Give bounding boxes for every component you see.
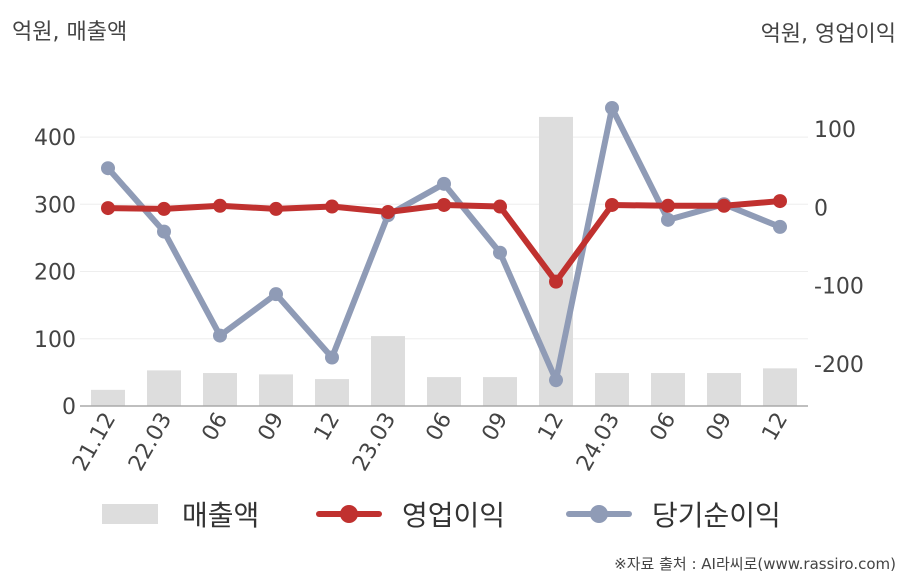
operating-profit-point [269, 201, 283, 216]
legend-net-income-swatch [566, 504, 632, 524]
x-tick-label: 22.03 [124, 409, 177, 476]
revenue-bar [371, 336, 405, 406]
net-income-point [773, 219, 787, 234]
left-axis-unit: 억원, 매출액 [12, 20, 128, 45]
right-axis-unit: 억원, 영업이익 [760, 22, 896, 47]
net-income-point [157, 224, 171, 239]
net-income-point [101, 161, 115, 176]
revenue-bar [707, 373, 741, 406]
left-tick-label: 100 [34, 328, 76, 353]
left-tick-label: 300 [34, 193, 76, 218]
revenue-bar [259, 374, 293, 406]
operating-profit-point [101, 201, 115, 216]
revenue-bar [763, 368, 797, 406]
net-income-point [661, 212, 675, 227]
x-tick-label: 06 [422, 409, 458, 446]
x-tick-label: 06 [646, 409, 682, 446]
operating-profit-point [773, 194, 787, 209]
legend-operating-profit-swatch [316, 504, 382, 524]
net-income-point [269, 287, 283, 302]
legend-net-income-label: 당기순이익 [652, 499, 781, 532]
x-tick-label: 23.03 [348, 409, 401, 476]
net-income-series [101, 100, 787, 388]
operating-profit-point [661, 198, 675, 213]
operating-profit-point [157, 201, 171, 216]
left-tick-label: 400 [34, 126, 76, 151]
revenue-bar [91, 389, 125, 406]
right-tick-label: -100 [814, 275, 864, 300]
revenue-bar [483, 377, 517, 406]
left-tick-label: 0 [62, 395, 76, 420]
right-tick-label: -200 [814, 353, 864, 378]
x-tick-label: 12 [758, 409, 794, 446]
x-tick-label: 09 [478, 409, 514, 446]
right-tick-label: 0 [814, 196, 828, 221]
operating-profit-point [717, 198, 731, 213]
legend-revenue-swatch [102, 504, 158, 524]
operating-profit-series [101, 194, 787, 289]
revenue-bar [651, 373, 685, 406]
revenue-bar [147, 370, 181, 406]
operating-profit-point [213, 198, 227, 213]
chart: 0 100 200 300 400 -200 -100 0 100 21.12 22.03 06 09… [34, 100, 864, 476]
x-tick-label: 09 [702, 409, 738, 446]
axes: 0 100 200 300 400 -200 -100 0 100 [34, 118, 864, 420]
x-tick-label: 12 [310, 409, 346, 446]
net-income-point [493, 245, 507, 260]
net-income-point [325, 350, 339, 365]
x-tick-label: 09 [254, 409, 290, 446]
operating-profit-line [105, 198, 783, 285]
legend-operating-profit-label: 영업이익 [402, 499, 506, 532]
revenue-bar [427, 377, 461, 406]
revenue-bar [315, 379, 349, 406]
net-income-point [549, 373, 563, 388]
operating-profit-point [549, 274, 563, 289]
operating-profit-point [493, 199, 507, 214]
left-tick-label: 200 [34, 261, 76, 286]
x-tick-label: 12 [534, 409, 570, 446]
revenue-bars [91, 116, 797, 406]
x-tick-labels: 21.12 22.03 06 09 12 23.03 06 09 12 24.03 06 09 12 [68, 409, 793, 476]
legend-revenue-label: 매출액 [182, 499, 260, 532]
revenue-bar [595, 373, 629, 406]
grid-lines [80, 136, 808, 340]
x-tick-label: 06 [198, 409, 234, 446]
operating-profit-point [605, 197, 619, 212]
legend-net-income: 당기순이익 [566, 494, 781, 534]
net-income-point [605, 100, 619, 115]
net-income-point [437, 176, 451, 191]
net-income-line [105, 104, 783, 384]
x-tick-label: 21.12 [68, 409, 121, 476]
x-tick-label: 24.03 [572, 409, 625, 476]
source-credit: ※자료 출처 : AI라씨로(www.rassiro.com) [614, 555, 896, 573]
revenue-bar [203, 373, 237, 406]
operating-profit-point [325, 199, 339, 214]
legend-operating-profit: 영업이익 [316, 494, 505, 534]
right-tick-label: 100 [814, 118, 856, 143]
legend-revenue: 매출액 [102, 494, 259, 534]
operating-profit-point [437, 197, 451, 212]
operating-profit-point [381, 205, 395, 220]
net-income-point [213, 328, 227, 343]
